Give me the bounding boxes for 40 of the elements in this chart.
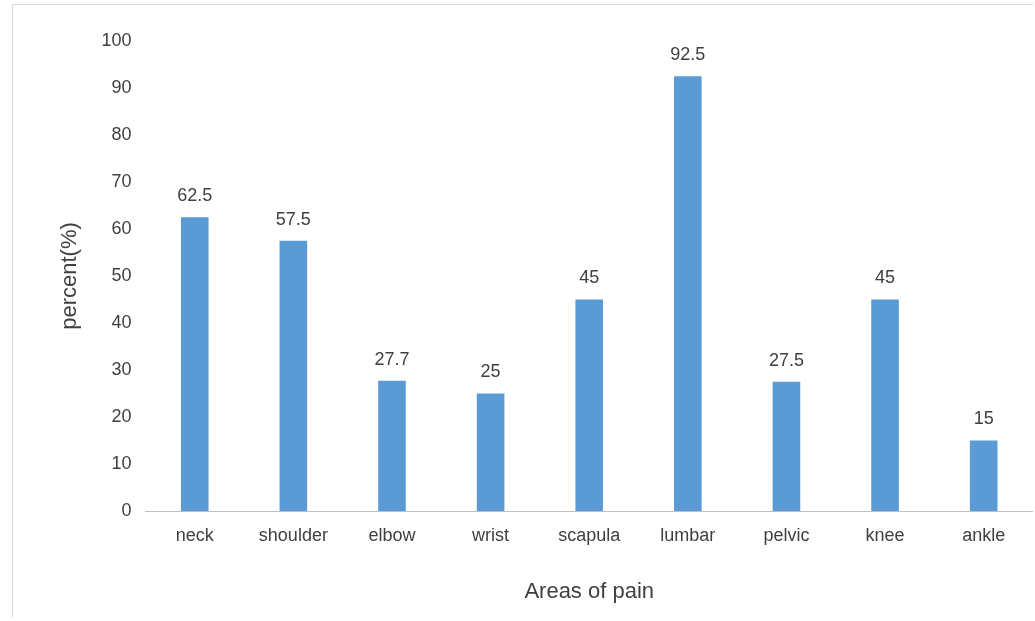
x-tick-label: lumbar: [660, 524, 716, 545]
bar: [180, 217, 209, 511]
x-tick-label: ankle: [962, 524, 1006, 545]
y-tick-label: 0: [121, 499, 132, 520]
data-label: 27.7: [374, 348, 410, 369]
y-tick-label: 20: [111, 405, 132, 426]
y-tick-label: 60: [111, 217, 132, 238]
x-tick-label: shoulder: [258, 524, 328, 545]
data-label: 27.5: [768, 349, 804, 370]
bar: [476, 393, 505, 511]
data-label: 57.5: [275, 208, 311, 229]
bar: [772, 381, 801, 511]
x-tick-label: knee: [865, 524, 905, 545]
y-axis-title: percent(%): [56, 222, 82, 330]
x-tick-label: neck: [175, 524, 215, 545]
data-label: 62.5: [177, 185, 213, 206]
data-label: 45: [579, 267, 600, 288]
x-tick-label: elbow: [368, 524, 417, 545]
y-tick-label: 40: [111, 311, 132, 332]
y-tick-label: 30: [111, 358, 132, 379]
y-tick-label: 80: [111, 123, 132, 144]
bar: [969, 440, 998, 511]
data-label: 45: [875, 267, 896, 288]
x-tick-label: wrist: [471, 524, 510, 545]
y-tick-label: 70: [111, 170, 132, 191]
y-tick-label: 100: [101, 29, 132, 50]
data-label: 25: [480, 361, 501, 382]
data-label: 92.5: [670, 44, 706, 65]
bar: [378, 380, 406, 511]
data-label: 15: [973, 408, 994, 429]
bar: [575, 299, 604, 511]
bar: [674, 76, 702, 511]
x-tick-label: scapula: [558, 524, 622, 545]
x-tick-label: pelvic: [763, 524, 810, 545]
bar: [279, 240, 308, 511]
x-axis-title: Areas of pain: [524, 577, 655, 603]
y-tick-label: 50: [111, 264, 132, 285]
y-tick-label: 90: [111, 76, 132, 97]
y-tick-label: 10: [111, 452, 132, 473]
bar: [871, 299, 899, 511]
